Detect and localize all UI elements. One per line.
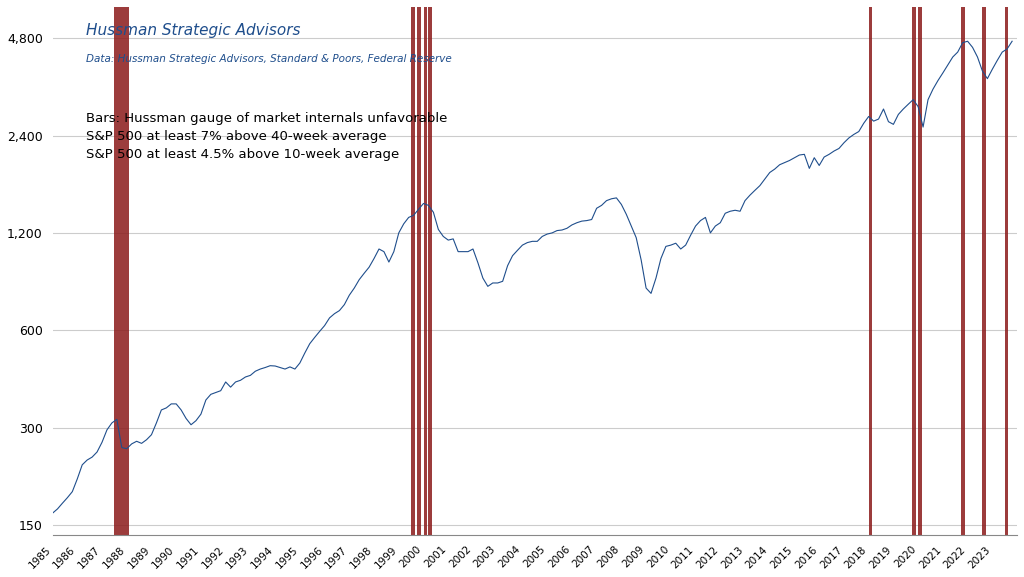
Bar	[418, 7, 421, 534]
Bar	[115, 7, 129, 534]
Bar	[1005, 7, 1009, 534]
Bar	[962, 7, 966, 534]
Text: Data: Hussman Strategic Advisors, Standard & Poors, Federal Reserve: Data: Hussman Strategic Advisors, Standa…	[86, 54, 452, 65]
Bar	[868, 7, 872, 534]
Text: Hussman Strategic Advisors: Hussman Strategic Advisors	[86, 23, 301, 38]
Bar	[412, 7, 415, 534]
Bar	[982, 7, 986, 534]
Bar	[424, 7, 427, 534]
Bar	[428, 7, 432, 534]
Bar	[919, 7, 922, 534]
Bar	[912, 7, 915, 534]
Text: Bars: Hussman gauge of market internals unfavorable
S&P 500 at least 7% above 40: Bars: Hussman gauge of market internals …	[86, 113, 447, 162]
